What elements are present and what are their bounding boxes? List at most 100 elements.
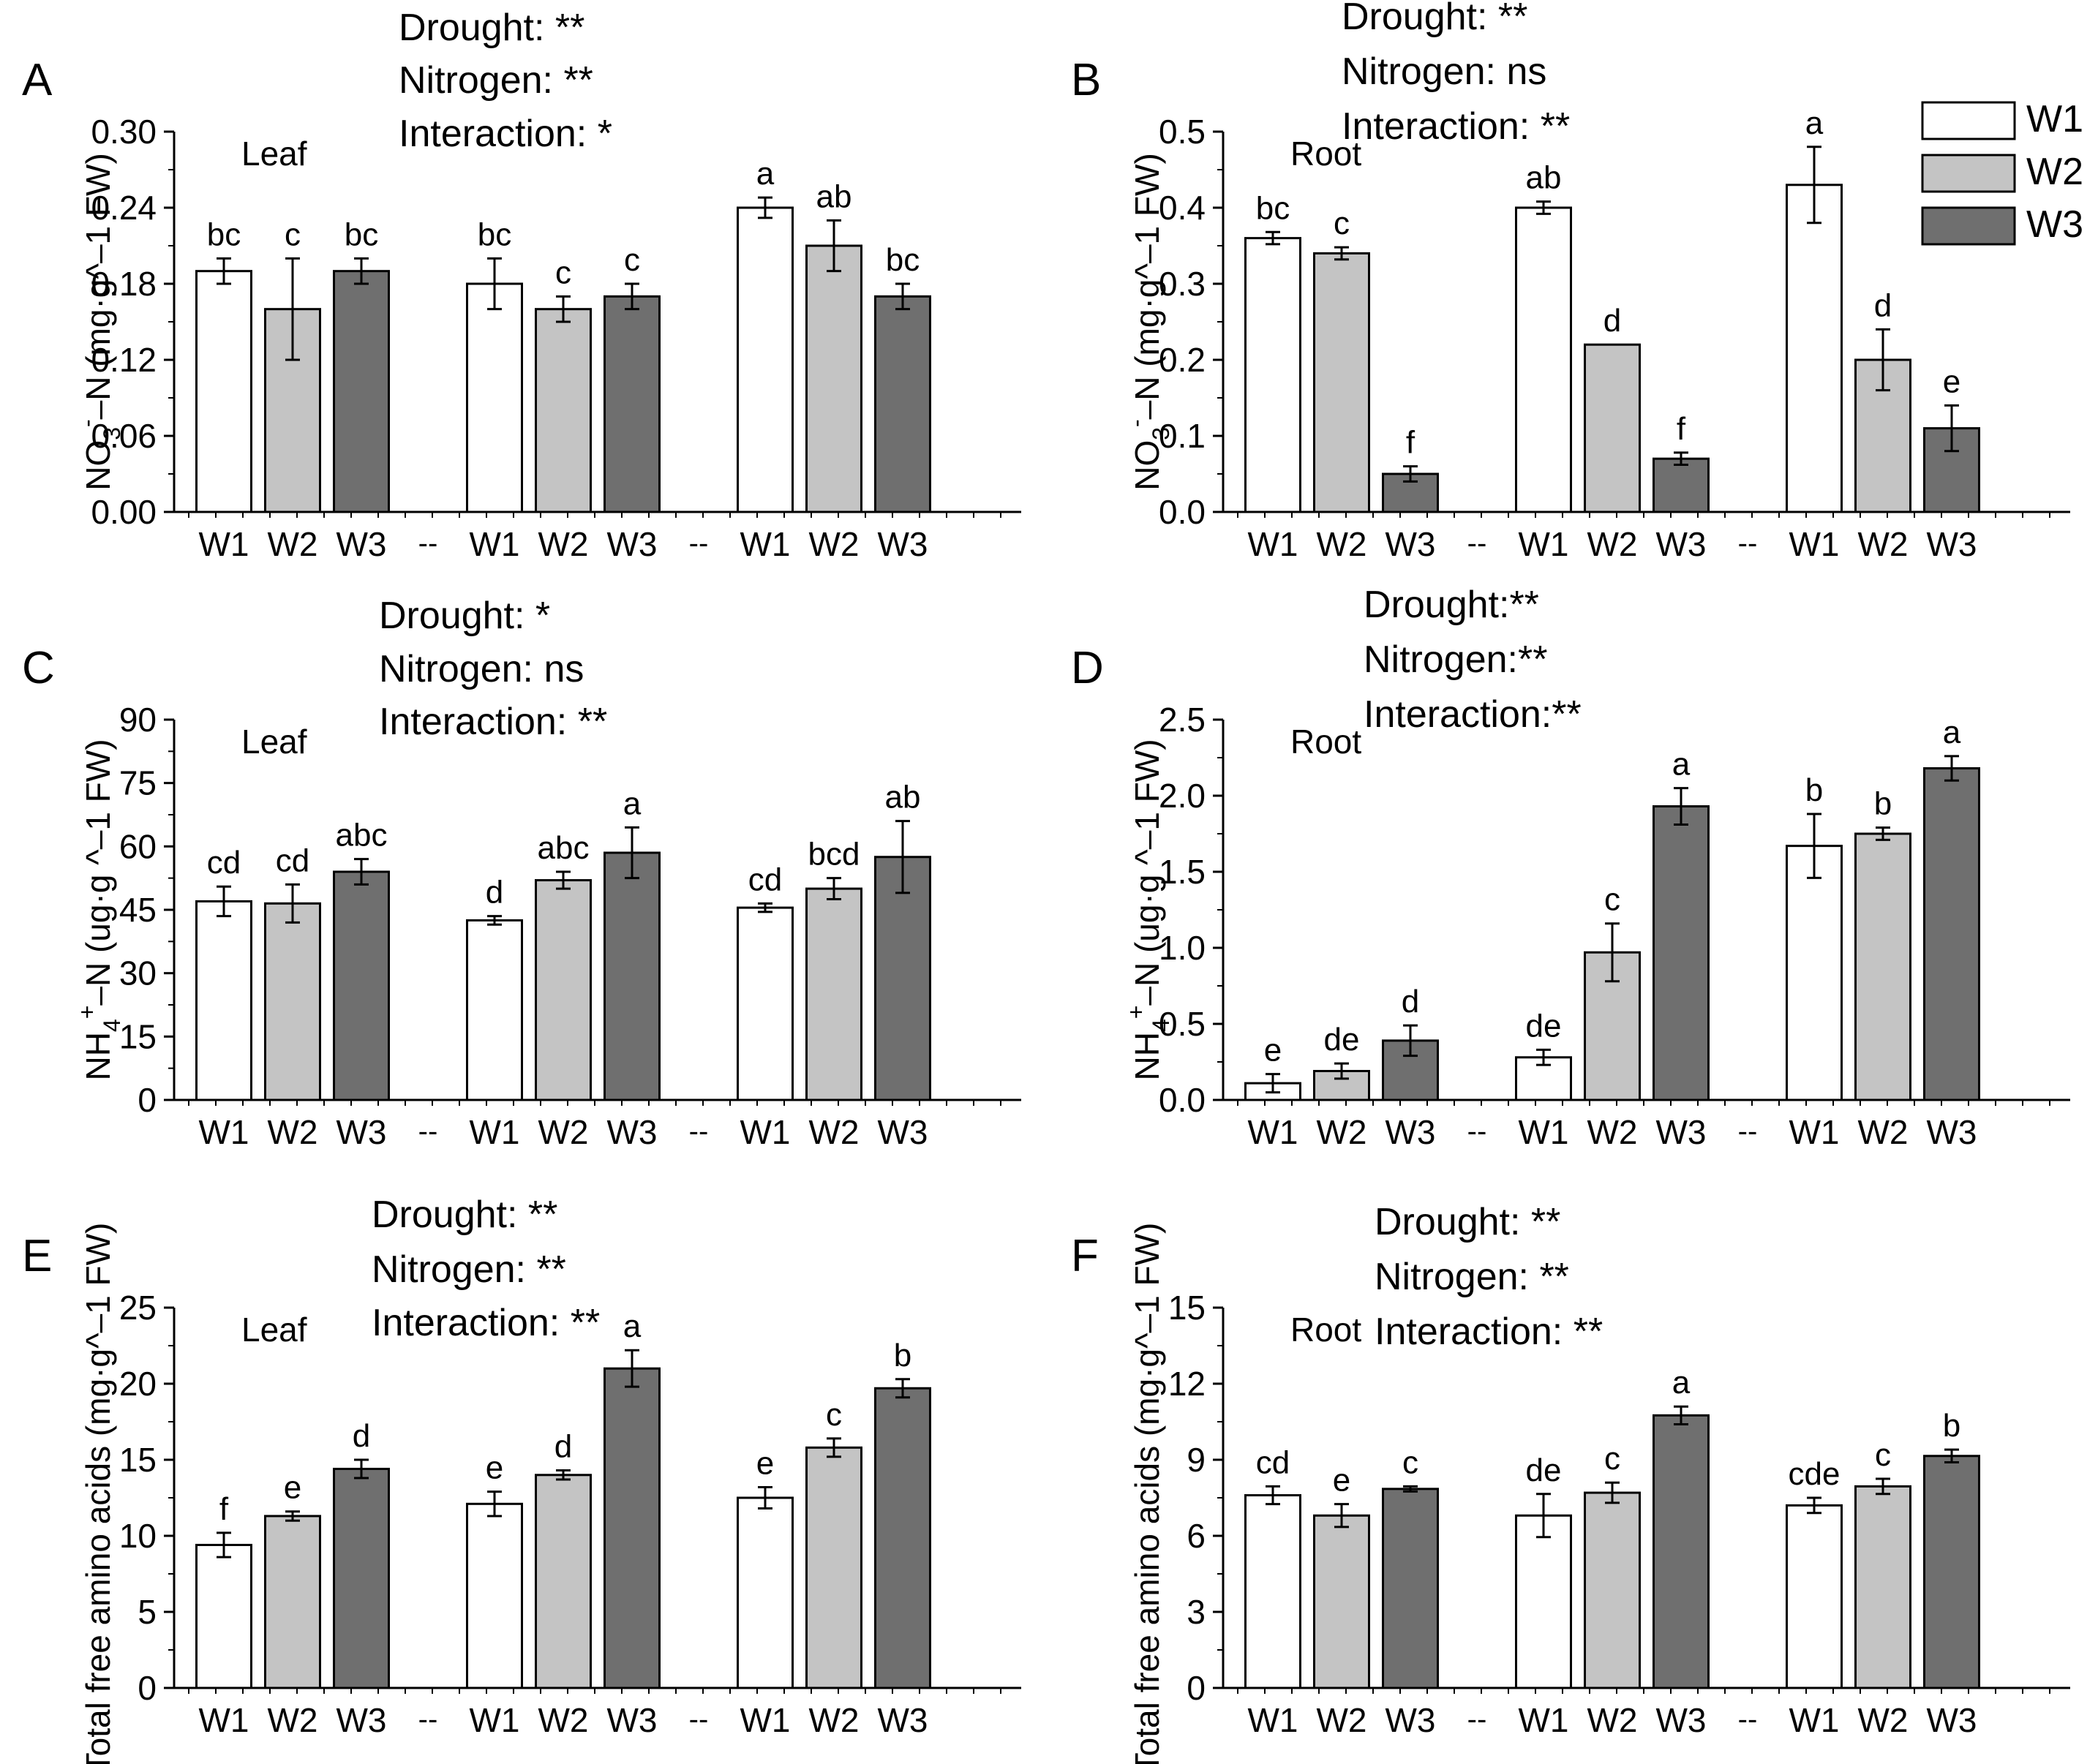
y-axis-label-text: NO3-–N (mg·g^–1 FW) xyxy=(74,153,125,491)
significance-letter: cd xyxy=(276,843,309,878)
y-tick-label: 9 xyxy=(1187,1441,1206,1479)
y-axis-label-text: Total free amino acids (mg·g^–1 FW) xyxy=(79,1223,117,1764)
y-tick-label: 15 xyxy=(119,1017,157,1055)
y-label-subscript: 3 xyxy=(1148,427,1174,440)
x-tick-label: W3 xyxy=(878,1701,928,1739)
group-separator: -- xyxy=(418,527,438,559)
x-tick-label: W3 xyxy=(1385,1701,1436,1739)
significance-letter: d xyxy=(353,1418,370,1454)
x-tick-label: W2 xyxy=(1317,1113,1367,1151)
significance-letter: abc xyxy=(336,818,388,853)
bar-9mm-w1 xyxy=(466,282,523,513)
bar-18mm-w1 xyxy=(1786,845,1843,1101)
panel-letter: A xyxy=(22,55,53,105)
significance-letter: c xyxy=(1604,1441,1620,1477)
y-tick-label: 0.12 xyxy=(91,341,157,379)
y-axis-label: NO3-–N (mg·g^–1 FW) xyxy=(1123,153,1174,491)
x-tick-label: W2 xyxy=(538,1113,589,1151)
significance-letter: a xyxy=(756,156,775,192)
y-tick-label: 20 xyxy=(119,1365,157,1403)
panel-d: D 0.0 0.5 1.0 1.5 2.0 2.5 NH4+–N (ug·g ^–1 FW) R… xyxy=(1049,588,2098,1176)
significance-letter: de xyxy=(1526,1452,1562,1488)
bar-18mm-w1 xyxy=(1786,1504,1843,1689)
y-tick-label: 15 xyxy=(1168,1289,1206,1327)
significance-letter: ab xyxy=(1526,160,1562,196)
significance-letter: cd xyxy=(207,845,241,881)
significance-letter: de xyxy=(1324,1022,1360,1058)
significance-letter: b xyxy=(1943,1408,1960,1444)
significance-letter: cd xyxy=(1256,1444,1290,1480)
x-tick-label: W1 xyxy=(1789,525,1840,563)
y-axis-label: NO3-–N (mg·g^–1 FW) xyxy=(74,153,125,491)
x-tick-label: W1 xyxy=(1519,525,1569,563)
x-tick-label: W3 xyxy=(878,1113,928,1151)
bar-2mm-w2 xyxy=(1313,1514,1370,1689)
bar-9mm-w1 xyxy=(466,1502,523,1689)
significance-letter: d xyxy=(1603,303,1621,339)
y-label-superscript: + xyxy=(1123,1006,1149,1019)
y-axis-label: Total free amino acids (mg·g^–1 FW) xyxy=(79,1223,117,1764)
bar-2mm-w1 xyxy=(1244,1494,1301,1689)
bar-18mm-w2 xyxy=(805,1446,862,1689)
bar-9mm-w3 xyxy=(604,295,661,513)
x-tick-label: W2 xyxy=(538,1701,589,1739)
y-tick-label: 0 xyxy=(138,1669,157,1707)
x-tick-label: W2 xyxy=(809,1113,860,1151)
group-separator: -- xyxy=(418,1703,438,1735)
bar-18mm-w3 xyxy=(874,295,931,513)
significance-letter: ab xyxy=(885,780,921,815)
x-tick-label: W3 xyxy=(1927,525,1977,563)
y-tick-label: 0.0 xyxy=(1159,493,1206,531)
tissue-label: Root xyxy=(1290,135,1361,173)
y-label-superscript: - xyxy=(74,419,100,427)
x-tick-label: W1 xyxy=(470,1701,520,1739)
tissue-label: Leaf xyxy=(241,1311,307,1349)
y-tick-label: 0.3 xyxy=(1159,265,1206,303)
significance-letter: bc xyxy=(886,242,920,278)
bar-18mm-w3 xyxy=(1923,1455,1980,1689)
legend-swatch-w3 xyxy=(1921,206,2016,246)
x-tick-label: W3 xyxy=(1385,525,1436,563)
significance-letter: de xyxy=(1526,1008,1562,1044)
y-label-rest: –N (mg·g^–1 FW) xyxy=(79,153,117,419)
bar-18mm-w3 xyxy=(874,856,931,1101)
x-tick-label: W2 xyxy=(1317,1701,1367,1739)
y-tick-label: 1.0 xyxy=(1159,929,1206,967)
stat-line: Interaction: ** xyxy=(379,701,607,743)
significance-letter: bc xyxy=(478,216,511,252)
group-label: 9 mM xyxy=(1571,1760,1655,1764)
x-tick-label: W2 xyxy=(809,525,860,563)
significance-letter: d xyxy=(1874,287,1892,323)
tissue-label: Root xyxy=(1290,1311,1361,1349)
y-tick-label: 5 xyxy=(138,1593,157,1631)
x-tick-label: W2 xyxy=(1587,1701,1638,1739)
legend-swatch-w2 xyxy=(1921,154,2016,193)
bar-2mm-w3 xyxy=(333,1467,390,1689)
bar-2mm-w2 xyxy=(264,1515,321,1689)
x-tick-label: W3 xyxy=(607,525,658,563)
panel-a: A 0.00 0.06 0.12 0.18 0.24 0.30 NO3-–N (mg·g^–1… xyxy=(0,0,1049,588)
y-tick-label: 75 xyxy=(119,764,157,802)
stat-line: Nitrogen: ** xyxy=(399,59,593,102)
y-label-subscript: 4 xyxy=(1148,1019,1174,1032)
bar-18mm-w1 xyxy=(1786,184,1843,513)
x-tick-label: W1 xyxy=(1248,1701,1298,1739)
group-label: 18 mM xyxy=(1832,1760,1935,1764)
y-label-main: NO xyxy=(1128,440,1166,491)
significance-letter: c xyxy=(1402,1444,1418,1480)
y-label-rest: –N (ug·g ^–1 FW) xyxy=(1128,739,1166,1005)
panel-letter: B xyxy=(1071,55,1101,105)
x-tick-label: W2 xyxy=(268,525,318,563)
significance-letter: f xyxy=(219,1491,229,1527)
significance-letter: e xyxy=(1943,363,1960,399)
significance-letter: e xyxy=(1333,1463,1350,1499)
bar-9mm-w3 xyxy=(1653,457,1710,513)
y-tick-label: 0.1 xyxy=(1159,417,1206,455)
y-tick-label: 0.5 xyxy=(1159,1005,1206,1043)
x-tick-label: W2 xyxy=(1858,1113,1909,1151)
significance-letter: a xyxy=(1805,105,1824,141)
panel-b: B 0.0 0.1 0.2 0.3 0.4 0.5 NO3-–N (mg·g^–1 FW) Ro… xyxy=(1049,0,2098,588)
bar-2mm-w1 xyxy=(195,270,252,513)
